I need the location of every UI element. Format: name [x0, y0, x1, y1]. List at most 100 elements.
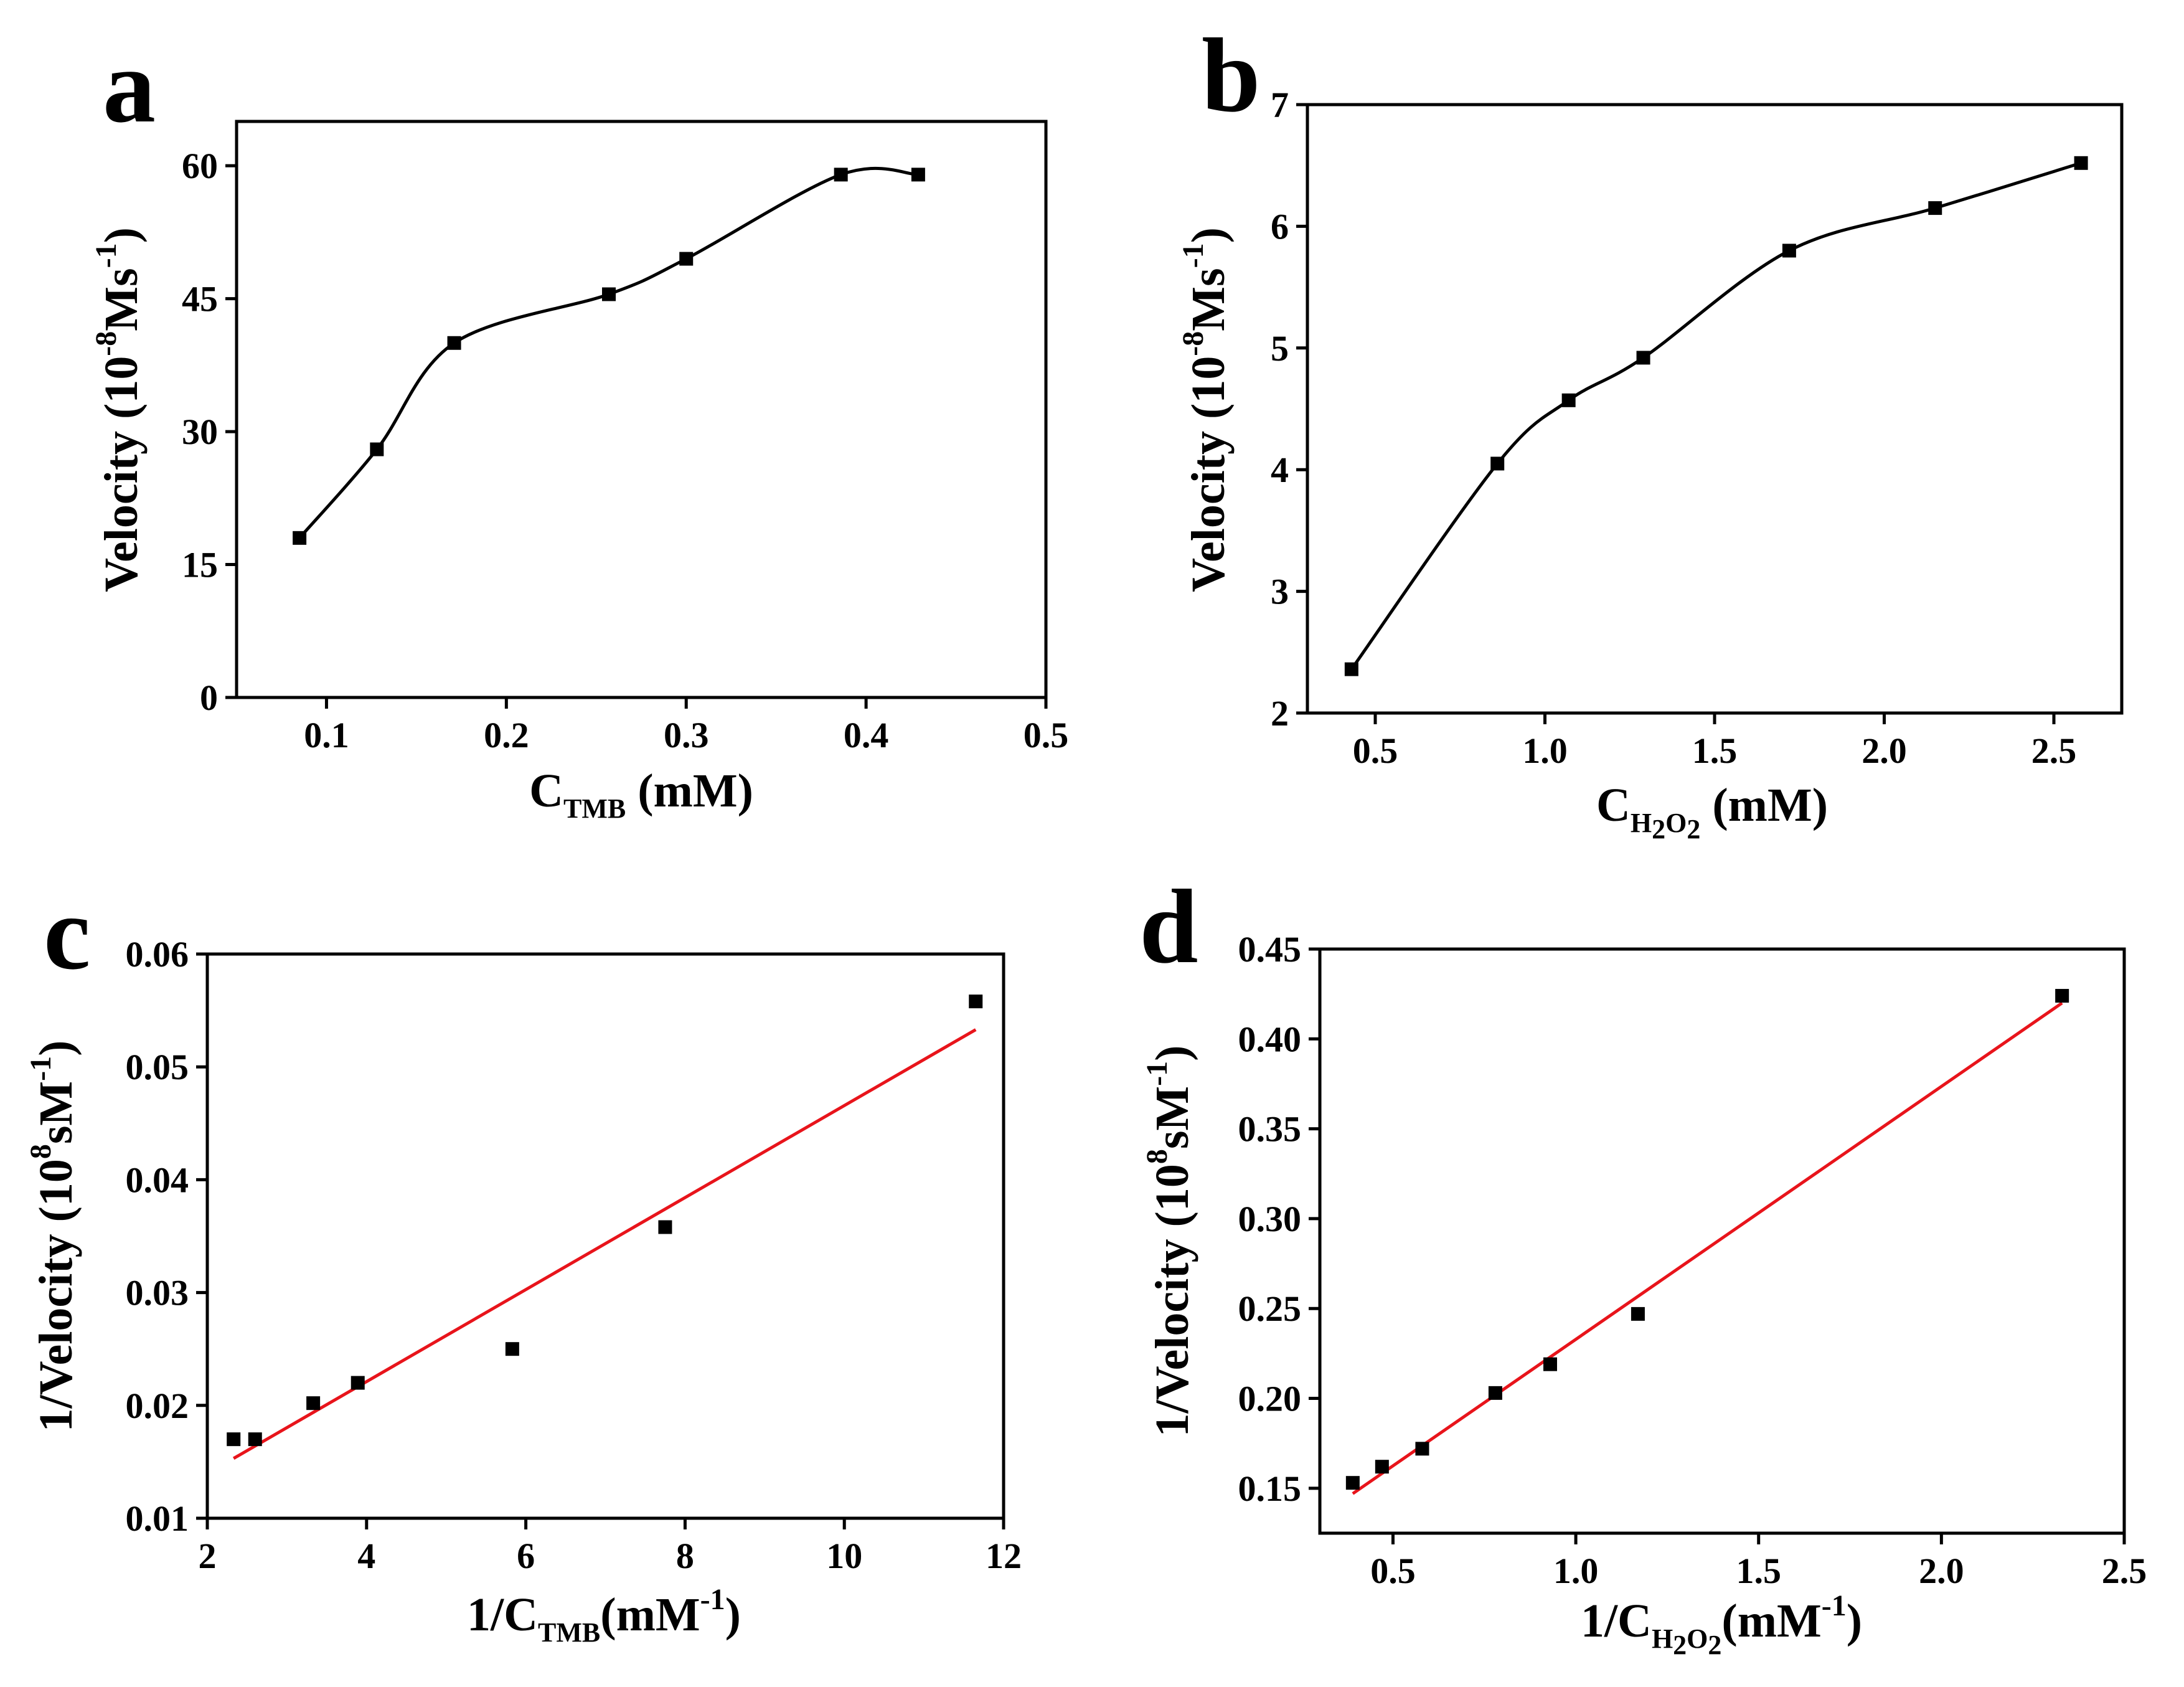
y-axis-label: 1/Velocity (108sM-1) [1141, 1046, 1198, 1437]
y-tick-label: 0.03 [126, 1273, 189, 1313]
data-point [306, 1396, 321, 1411]
axis-label-part: H [1631, 808, 1652, 838]
axis-label-part: Ms [95, 268, 148, 331]
x-tick-label: 1.0 [1522, 730, 1568, 771]
x-tick-label: 0.4 [844, 715, 889, 755]
x-tick-label: 1.0 [1553, 1551, 1599, 1591]
axis-label-part: (mM [600, 1589, 700, 1641]
y-tick-label: 4 [1271, 450, 1289, 490]
axis-label-part: (mM) [626, 765, 753, 817]
axis-label-part: ) [95, 227, 148, 243]
axis-label-part: 1/Velocity (10 [1146, 1164, 1198, 1437]
panel-d: 0.5 1.0 1.5 2.0 2.5 0.15 0.20 0.25 0.30 0.35 0.40 0… [1139, 868, 2147, 1660]
axis-label-part: ) [30, 1041, 82, 1056]
axis-label-part: TMB [563, 793, 626, 824]
axis-label-part: -1 [1822, 1589, 1847, 1622]
x-tick-label: 0.5 [1024, 715, 1069, 755]
x-tick-label: 2.5 [2031, 730, 2077, 771]
y-tick-label: 7 [1271, 85, 1289, 125]
y-tick-label: 0.05 [126, 1047, 189, 1087]
panel-c: 2 4 6 8 10 12 0.01 0.02 0.03 0.04 0.05 0.06 c 1/CTMB(… [24, 874, 1022, 1648]
axis-label-part: sM [30, 1081, 82, 1144]
axis-label-part: -1 [90, 243, 123, 268]
data-point [1631, 1307, 1645, 1321]
data-point [1344, 662, 1358, 676]
y-tick-label: 0.01 [126, 1498, 189, 1539]
y-tick-label: 3 [1271, 572, 1289, 612]
x-tick-label: 0.5 [1370, 1551, 1416, 1591]
y-axis-label: 1/Velocity (108sM-1) [24, 1041, 82, 1432]
data-point [1636, 351, 1650, 365]
x-tick-label: 6 [517, 1536, 535, 1576]
x-axis-label: 1/CTMB(mM-1) [467, 1583, 741, 1648]
axis-label-part: (mM [1721, 1595, 1821, 1647]
data-point [227, 1432, 241, 1447]
y-tick-label: 0 [200, 678, 218, 718]
plot-frame [1306, 103, 2124, 715]
axis-label-part: C [1596, 779, 1631, 831]
y-tick-label: 0.35 [1238, 1109, 1302, 1150]
x-tick-label: 2.0 [1862, 730, 1907, 771]
x-tick-label: 1.5 [1736, 1551, 1781, 1591]
data-point [248, 1432, 262, 1447]
x-tick-label: 12 [986, 1536, 1022, 1576]
data-point [658, 1220, 672, 1234]
axis-label-part: Ms [1182, 268, 1235, 331]
y-tick-label: 0.30 [1238, 1199, 1302, 1239]
plot-frame [235, 120, 1048, 699]
y-tick-label: 15 [182, 545, 218, 585]
y-tick-label: 0.45 [1238, 929, 1302, 970]
data-point [602, 287, 616, 301]
x-axis-label: CTMB (mM) [529, 765, 753, 824]
y-tick-label: 2 [1271, 693, 1289, 734]
y-tick-label: 60 [182, 146, 218, 186]
data-point [2074, 156, 2088, 170]
x-axis-label: CH2O2 (mM) [1596, 779, 1828, 844]
axis-label-part: 1/Velocity (10 [30, 1159, 82, 1432]
data-point [1375, 1460, 1389, 1474]
data-point [1415, 1442, 1429, 1456]
y-tick-label: 30 [182, 412, 218, 452]
x-tick-label: 10 [826, 1536, 862, 1576]
axis-label-part: 2 [1652, 814, 1665, 844]
axis-label-part: 1/C [467, 1589, 538, 1641]
y-tick-label: 0.06 [126, 934, 189, 975]
axis-label-part: O [1687, 1623, 1708, 1654]
data-point [1543, 1357, 1557, 1371]
axis-label-part: -8 [90, 331, 123, 356]
axis-label-part: 8 [24, 1144, 57, 1159]
y-tick-label: 0.02 [126, 1386, 189, 1426]
axis-label-part: ) [1847, 1595, 1862, 1647]
linear-fit-line [232, 1028, 977, 1460]
axis-label-part: TMB [538, 1617, 600, 1648]
axis-label-part: -1 [1141, 1061, 1174, 1086]
axis-label-part: -1 [1177, 243, 1210, 268]
data-point [505, 1342, 519, 1356]
data-point [1928, 201, 1942, 215]
axis-label-part: Velocity (10 [95, 356, 148, 592]
y-axis-label: Velocity (10-8Ms-1) [90, 227, 148, 592]
plot-frame [1318, 947, 2126, 1535]
data-point [1488, 1386, 1502, 1400]
y-tick-label: 0.04 [126, 1160, 189, 1200]
panel-letter: c [44, 874, 90, 991]
panel-letter: a [103, 27, 156, 144]
axis-label-part: sM [1146, 1086, 1198, 1149]
y-tick-label: 0.40 [1238, 1019, 1302, 1059]
y-tick-label: 45 [182, 279, 218, 319]
x-tick-label: 1.5 [1692, 730, 1738, 771]
x-tick-label: 2.5 [2102, 1551, 2147, 1591]
data-point [1345, 1476, 1360, 1490]
data-point [1561, 393, 1576, 407]
x-axis-label: 1/CH2O2(mM-1) [1581, 1589, 1862, 1660]
axis-label-part: H [1652, 1623, 1673, 1654]
data-point [351, 1376, 365, 1390]
y-axis-label: Velocity (10-8Ms-1) [1177, 227, 1235, 592]
panel-a: 0.1 0.2 0.3 0.4 0.5 0 15 30 45 60 a CTMB (mM) Veloci… [90, 27, 1068, 824]
fit-curve [298, 166, 919, 539]
y-tick-label: 6 [1271, 206, 1289, 247]
axis-label-part: 2 [1687, 814, 1700, 844]
axis-label-part: -8 [1177, 331, 1210, 356]
axis-label-part: Velocity (10 [1182, 356, 1235, 592]
